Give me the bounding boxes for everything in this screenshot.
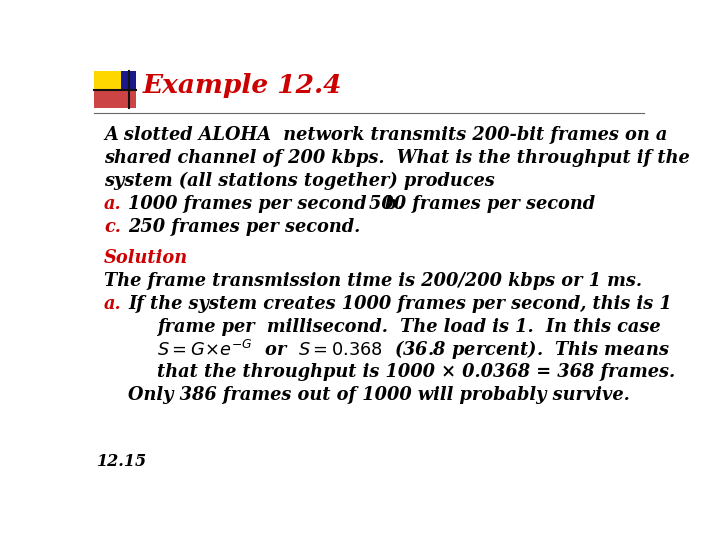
Text: that the throughput is 1000 × 0.0368 = 368 frames.: that the throughput is 1000 × 0.0368 = 3… (157, 363, 675, 381)
Text: system (all stations together) produces: system (all stations together) produces (104, 172, 495, 190)
Text: Only 386 frames out of 1000 will probably survive.: Only 386 frames out of 1000 will probabl… (128, 386, 630, 404)
Bar (94, 71, 136, 109)
Text: Solution: Solution (104, 249, 188, 267)
Text: 500 frames per second: 500 frames per second (369, 195, 595, 213)
Bar (121, 71, 136, 109)
Text: frame per  millisecond.  The load is 1.  In this case: frame per millisecond. The load is 1. In… (157, 318, 660, 336)
Text: shared channel of 200 kbps.  What is the throughput if the: shared channel of 200 kbps. What is the … (104, 150, 690, 167)
Text: Example 12.4: Example 12.4 (143, 73, 343, 98)
Text: 1000 frames per second   b.: 1000 frames per second b. (128, 195, 403, 213)
Text: If the system creates 1000 frames per second, this is 1: If the system creates 1000 frames per se… (128, 295, 672, 313)
Text: c.: c. (104, 218, 121, 236)
Text: $S = G\!\times\! e^{-G}$  or  $S = 0.368$  (36.8 percent).  This means: $S = G\!\times\! e^{-G}$ or $S = 0.368$ … (157, 338, 670, 362)
Text: 12.15: 12.15 (96, 454, 147, 470)
Text: a.: a. (104, 295, 122, 313)
Text: The frame transmission time is 200/200 kbps or 1 ms.: The frame transmission time is 200/200 k… (104, 272, 642, 290)
Text: a.: a. (104, 195, 122, 213)
Text: A slotted ALOHA  network transmits 200-bit frames on a: A slotted ALOHA network transmits 200-bi… (104, 126, 667, 145)
Text: 250 frames per second.: 250 frames per second. (128, 218, 360, 236)
Bar (94, 90, 136, 109)
